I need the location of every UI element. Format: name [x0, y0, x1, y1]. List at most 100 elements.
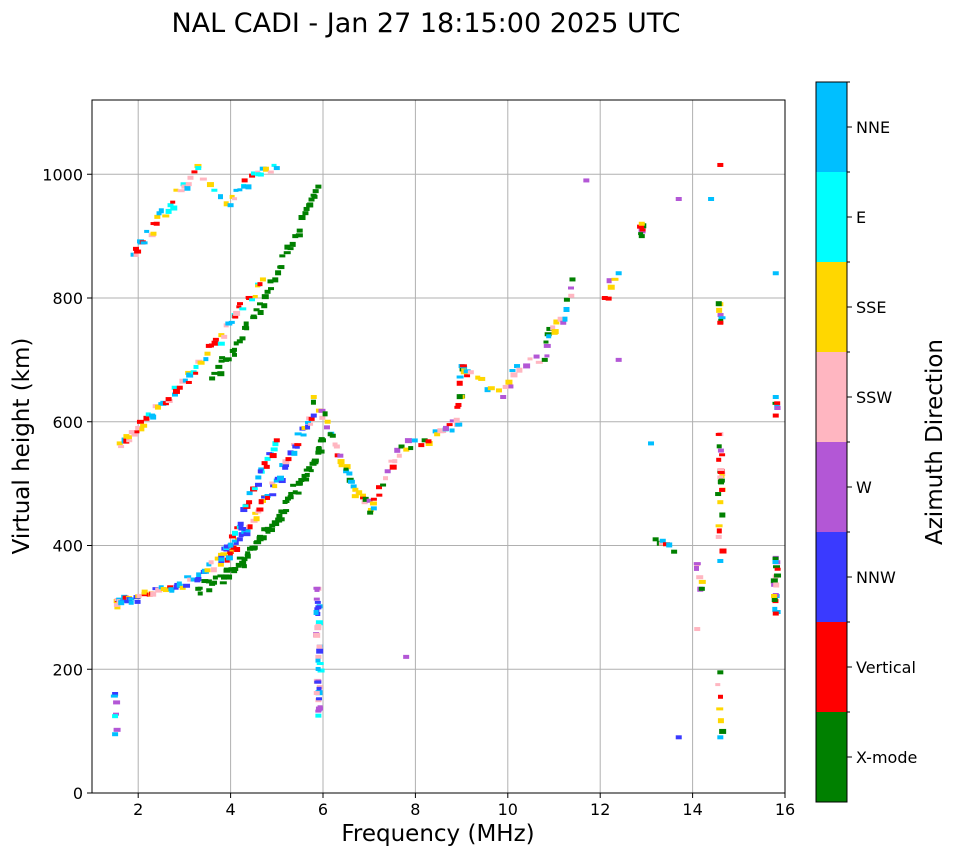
data-point	[252, 294, 258, 298]
data-point	[550, 325, 556, 331]
data-point	[296, 481, 303, 486]
data-point	[264, 495, 270, 500]
data-point	[273, 166, 280, 171]
data-point	[343, 464, 351, 470]
data-point	[315, 713, 322, 718]
data-point	[236, 305, 242, 309]
data-point	[252, 511, 259, 515]
data-point	[219, 356, 226, 360]
data-point	[170, 205, 178, 211]
data-point	[150, 231, 157, 236]
data-point	[268, 528, 275, 533]
data-point	[347, 479, 355, 484]
data-point	[231, 539, 237, 543]
data-point	[253, 541, 260, 545]
data-point	[172, 388, 180, 394]
data-point	[675, 197, 682, 201]
data-point	[509, 369, 516, 373]
data-point	[217, 371, 225, 377]
data-point	[296, 228, 303, 233]
data-point	[269, 453, 277, 459]
data-point	[239, 336, 246, 341]
data-point	[231, 530, 238, 536]
data-point	[333, 444, 340, 449]
data-point	[225, 555, 233, 561]
data-point	[177, 189, 185, 193]
data-point	[315, 666, 321, 671]
data-point	[359, 493, 366, 497]
data-point	[316, 648, 324, 654]
data-point	[206, 588, 213, 593]
data-point	[180, 182, 188, 187]
data-point	[658, 541, 665, 546]
data-point	[772, 413, 779, 418]
data-point	[279, 254, 286, 258]
colorbar-segment	[816, 352, 847, 442]
data-point	[449, 428, 455, 433]
data-point	[257, 282, 263, 287]
data-point	[301, 425, 308, 430]
data-point	[392, 459, 398, 464]
data-point	[694, 627, 701, 632]
data-point	[236, 339, 243, 344]
colorbar-tick-label: NNE	[856, 118, 890, 137]
data-point	[305, 424, 311, 430]
data-point	[523, 363, 531, 369]
colorbar-tick-label: E	[856, 208, 866, 227]
y-axis-label: Virtual height (km)	[9, 338, 35, 555]
data-point	[601, 296, 608, 300]
series-points	[116, 277, 266, 449]
data-point	[241, 529, 247, 534]
data-point	[774, 406, 781, 411]
data-point	[514, 364, 521, 369]
data-point	[176, 385, 183, 390]
data-point	[717, 735, 724, 740]
data-point	[195, 577, 202, 582]
data-point	[206, 182, 214, 188]
data-point	[211, 340, 219, 346]
data-point	[128, 600, 134, 605]
data-point	[716, 528, 722, 534]
data-point	[455, 402, 462, 407]
data-point	[287, 450, 294, 456]
data-point	[638, 232, 644, 236]
data-point	[408, 446, 414, 451]
data-point	[366, 498, 373, 503]
data-point	[304, 472, 310, 477]
data-point	[318, 408, 326, 413]
data-point	[243, 532, 251, 537]
data-point	[247, 546, 254, 551]
data-point	[287, 247, 294, 251]
data-point	[288, 491, 294, 496]
data-point	[246, 500, 253, 505]
data-point	[210, 567, 217, 573]
data-point	[244, 553, 251, 559]
data-point	[158, 208, 164, 214]
data-point	[143, 415, 150, 421]
data-point	[719, 512, 726, 518]
data-point	[223, 544, 230, 549]
data-point	[169, 588, 175, 593]
data-point	[698, 579, 706, 584]
data-point	[205, 343, 212, 348]
data-point	[182, 378, 188, 383]
data-point	[112, 692, 119, 696]
data-point	[715, 534, 722, 539]
data-point	[140, 241, 148, 245]
data-point	[113, 602, 120, 607]
data-point	[173, 188, 179, 192]
data-point	[425, 439, 432, 444]
data-point	[128, 430, 135, 435]
data-point	[295, 491, 302, 495]
data-point	[272, 441, 279, 447]
data-point	[295, 233, 303, 238]
data-point	[262, 166, 269, 172]
data-point	[467, 370, 474, 375]
data-point	[206, 562, 212, 567]
data-point	[715, 492, 722, 497]
x-tick-label: 2	[133, 800, 143, 819]
data-point	[453, 417, 460, 423]
data-point	[484, 387, 491, 393]
data-point	[236, 537, 243, 542]
data-point	[505, 379, 513, 385]
